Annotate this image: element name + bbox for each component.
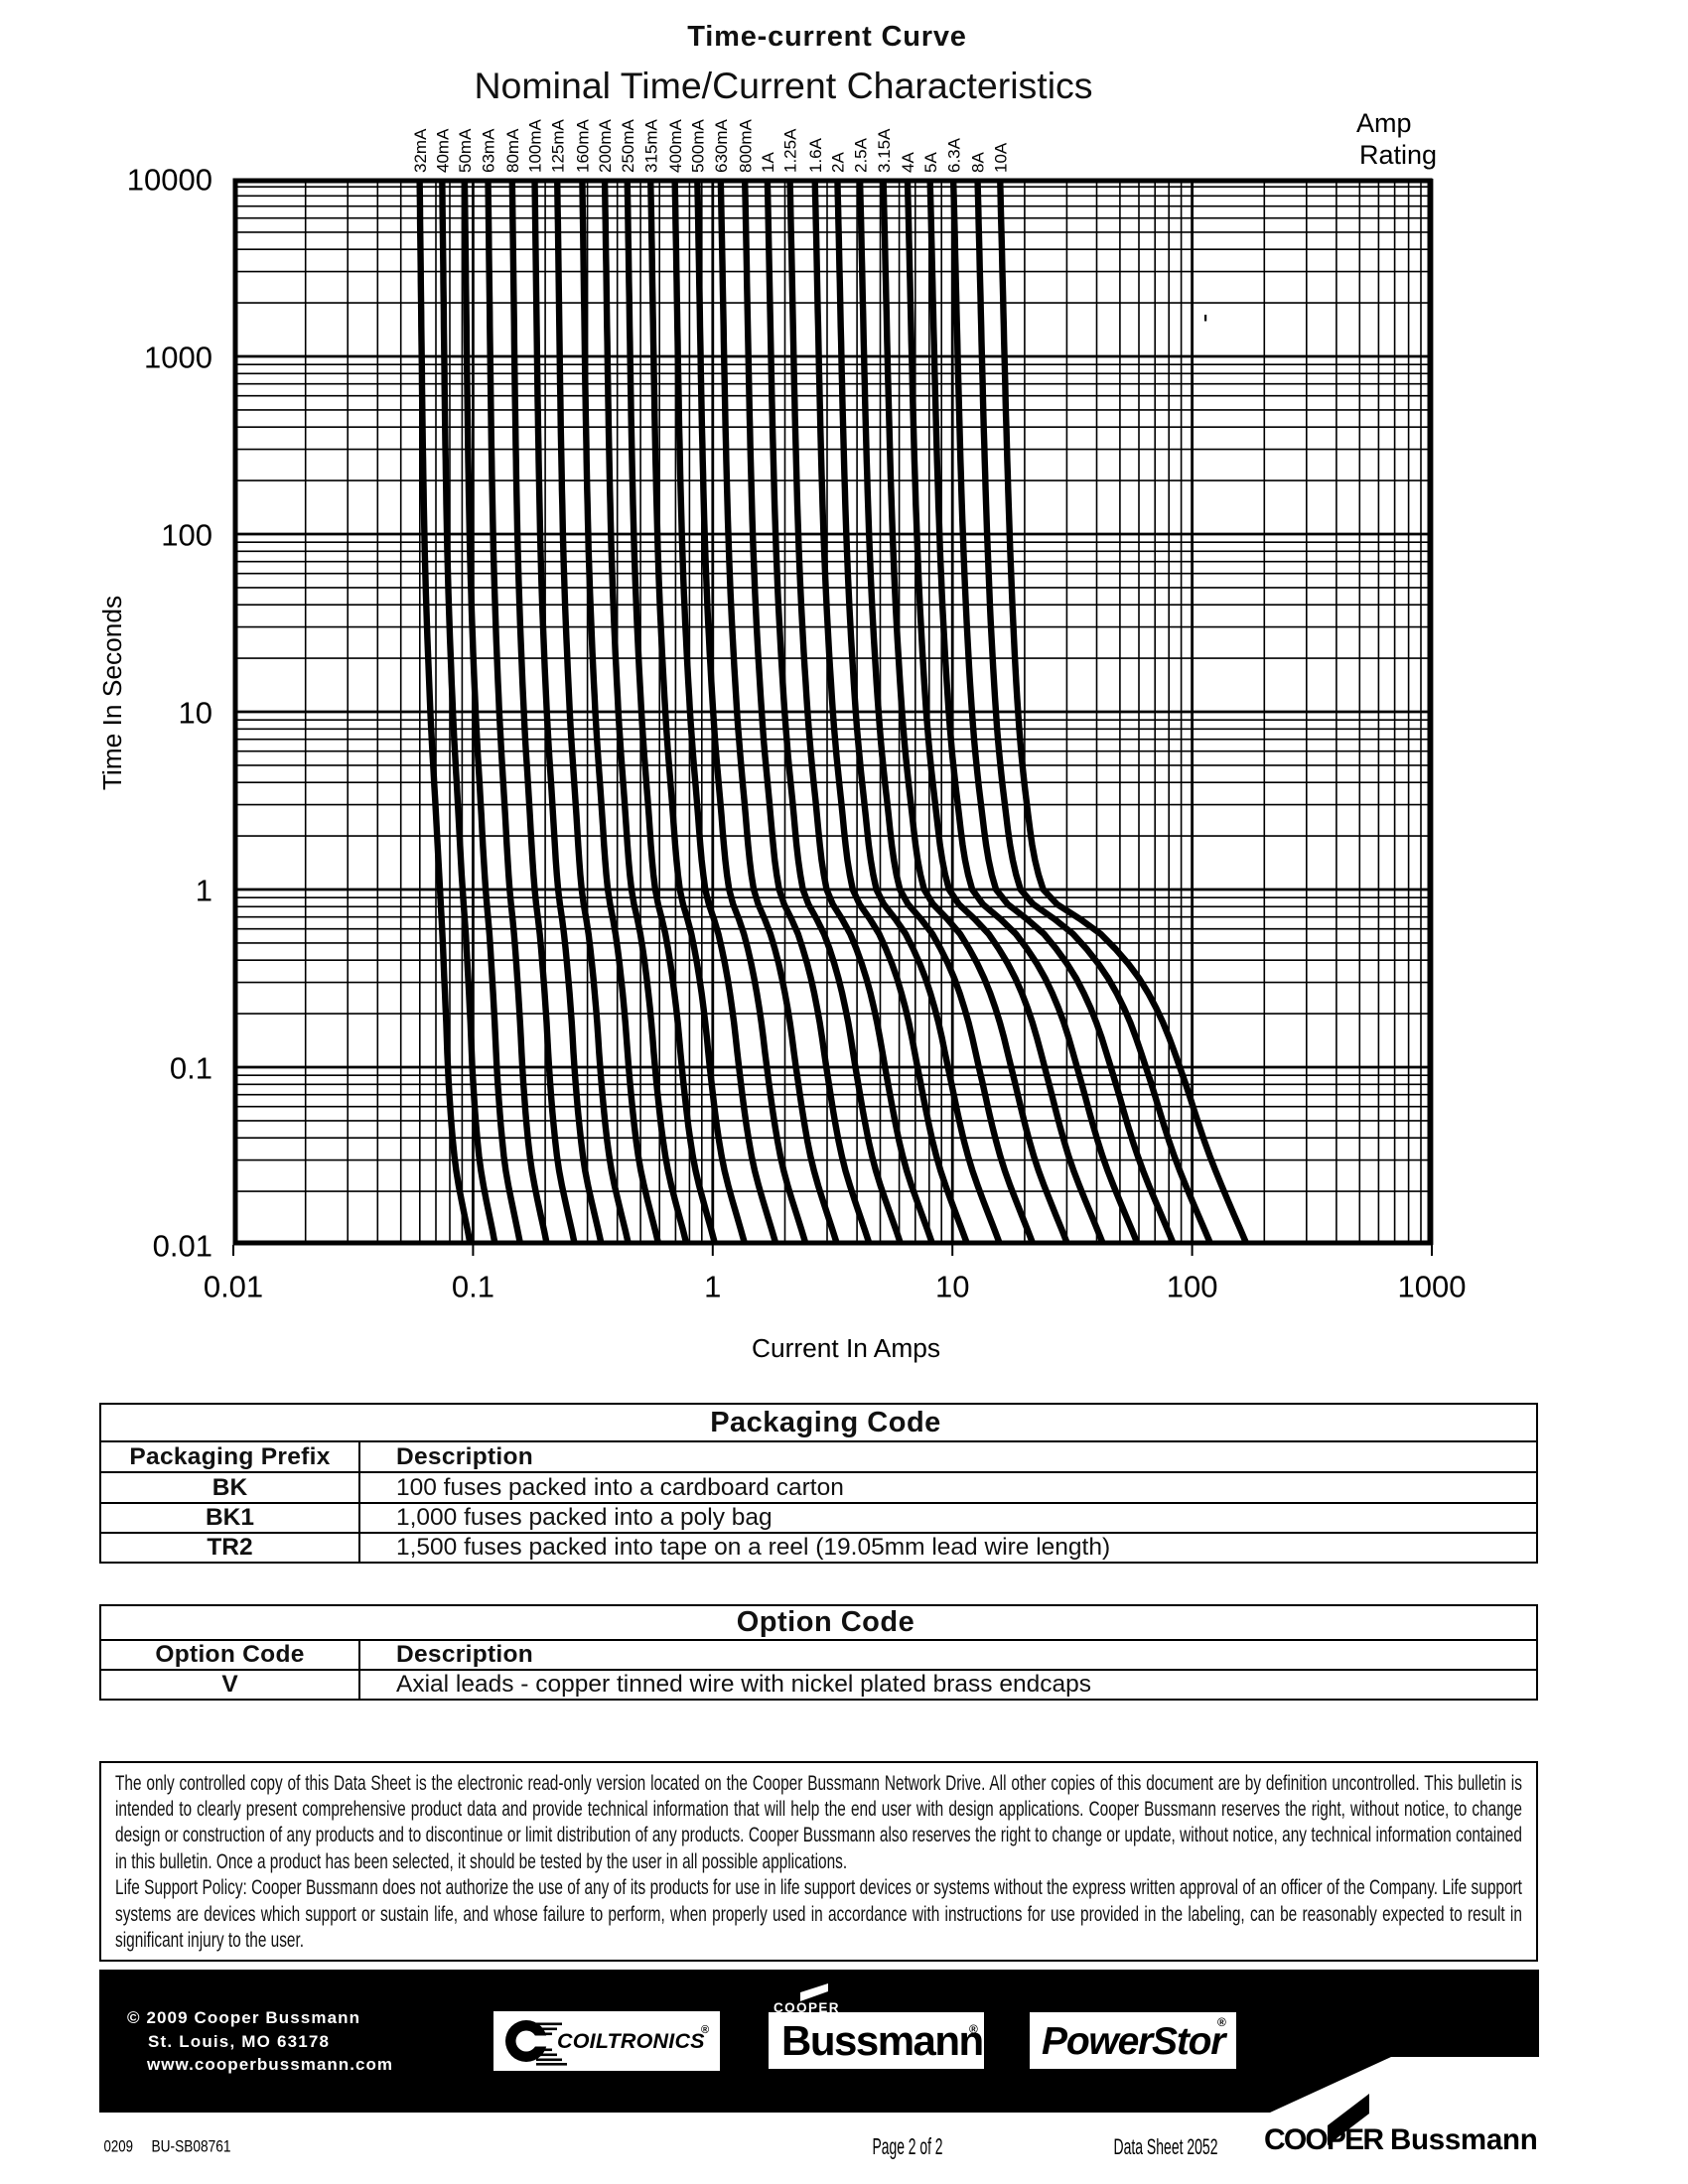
svg-text:1A: 1A [759, 152, 777, 173]
svg-text:COILTRONICS: COILTRONICS [557, 2029, 705, 2053]
svg-text:1.6A: 1.6A [806, 137, 825, 173]
svg-text:200mA: 200mA [596, 118, 615, 173]
svg-text:100: 100 [161, 517, 212, 552]
svg-text:1: 1 [196, 873, 212, 907]
svg-text:100mA: 100mA [526, 118, 545, 173]
svg-text:63mA: 63mA [480, 128, 498, 173]
svg-text:32mA: 32mA [411, 128, 430, 173]
svg-text:10A: 10A [991, 142, 1010, 173]
svg-text:PowerStor: PowerStor [1042, 2020, 1227, 2063]
svg-text:Current In Amps: Current In Amps [752, 1333, 940, 1363]
svg-text:125mA: 125mA [548, 118, 567, 173]
svg-text:Rating: Rating [1359, 140, 1437, 170]
svg-text:Data Sheet 2052: Data Sheet 2052 [1114, 2134, 1218, 2159]
svg-text:Time In Seconds: Time In Seconds [97, 596, 127, 790]
svg-text:2A: 2A [829, 152, 848, 173]
svg-text:400mA: 400mA [666, 118, 685, 173]
svg-text:St. Louis, MO 63178: St. Louis, MO 63178 [148, 2032, 329, 2051]
svg-text:COOPER: COOPER [774, 2000, 840, 2015]
svg-text:2.5A: 2.5A [851, 137, 870, 173]
svg-text:3.15A: 3.15A [875, 128, 894, 173]
svg-text:®: ® [1217, 2015, 1226, 2029]
svg-text:10000: 10000 [127, 162, 212, 197]
svg-text:Amp: Amp [1356, 108, 1412, 138]
svg-text:8A: 8A [969, 152, 988, 173]
svg-text:50mA: 50mA [456, 128, 475, 173]
svg-text:630mA: 630mA [712, 118, 731, 173]
svg-text:0.01: 0.01 [153, 1228, 212, 1263]
svg-text:0.01: 0.01 [204, 1270, 263, 1304]
svg-text:1: 1 [704, 1270, 721, 1304]
svg-text:10: 10 [179, 695, 212, 730]
svg-text:1000: 1000 [1398, 1270, 1467, 1304]
svg-text:80mA: 80mA [503, 128, 522, 173]
svg-text:Bussmann: Bussmann [781, 2017, 983, 2064]
svg-text:COOPER: COOPER [1264, 2123, 1384, 2156]
svg-text:®: ® [701, 2024, 709, 2036]
svg-text:1.25A: 1.25A [781, 128, 800, 173]
svg-text:Page 2 of 2: Page 2 of 2 [873, 2133, 943, 2159]
svg-text:BU-SB08761: BU-SB08761 [152, 2138, 231, 2156]
svg-text:100: 100 [1167, 1270, 1218, 1304]
svg-text:40mA: 40mA [434, 128, 453, 173]
svg-text:0209: 0209 [104, 2138, 134, 2156]
svg-text:0.1: 0.1 [452, 1270, 494, 1304]
svg-text:500mA: 500mA [689, 118, 708, 173]
svg-text:315mA: 315mA [641, 118, 660, 173]
svg-text:Bussmann: Bussmann [1390, 2123, 1537, 2156]
svg-text:4A: 4A [899, 152, 917, 173]
svg-text:250mA: 250mA [619, 118, 637, 173]
svg-text:6.3A: 6.3A [944, 137, 963, 173]
svg-text:10: 10 [935, 1270, 969, 1304]
svg-text:www.cooperbussmann.com: www.cooperbussmann.com [146, 2055, 392, 2074]
svg-text:®: ® [969, 2022, 978, 2036]
svg-text:5A: 5A [921, 152, 940, 173]
svg-text:160mA: 160mA [574, 118, 593, 173]
svg-text:800mA: 800mA [736, 118, 755, 173]
svg-text:© 2009 Cooper Bussmann: © 2009 Cooper Bussmann [127, 2008, 359, 2027]
svg-text:1000: 1000 [144, 340, 212, 374]
svg-text:0.1: 0.1 [170, 1050, 212, 1085]
